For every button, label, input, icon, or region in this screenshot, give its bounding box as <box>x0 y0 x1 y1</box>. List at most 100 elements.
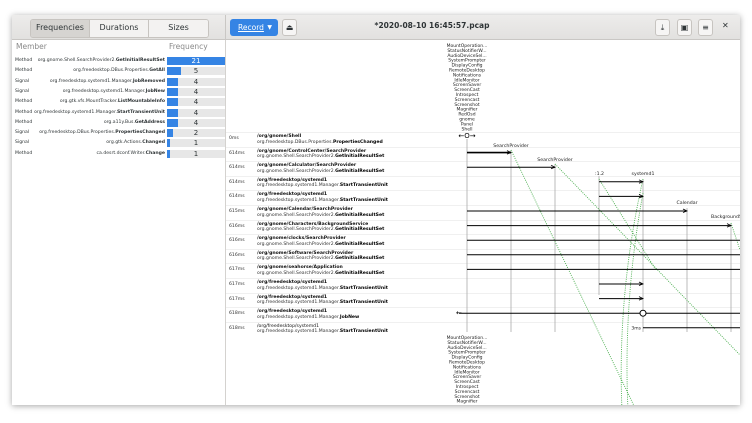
member-type: Method <box>15 109 33 115</box>
frequency-value: 4 <box>193 118 199 127</box>
frequency-bar <box>167 57 225 65</box>
tab-durations[interactable]: Durations <box>90 20 149 37</box>
export-button[interactable]: ⤓ <box>655 19 670 36</box>
open-button[interactable]: ⏏ <box>282 19 297 36</box>
message-time: 614ms <box>229 150 245 156</box>
member-type: Method <box>15 150 33 156</box>
message-member: org.gnome.Shell.SearchProvider2.GetIniti… <box>257 154 384 159</box>
message-member: org.gnome.Shell.SearchProvider2.GetIniti… <box>257 213 384 218</box>
shell-name-label: SystemPrompter <box>448 58 486 64</box>
message-row[interactable]: 0ms /org/gnome/Shell org.freedesktop.DBu… <box>226 132 740 147</box>
member-method: Change <box>145 150 165 156</box>
shell-name-label-bottom: SystemPrompter <box>448 350 486 356</box>
member-method: StartTransientUnit <box>117 109 165 115</box>
message-method: StartTransientUnit <box>339 197 388 203</box>
stats-row[interactable]: Signal org.gtk.Actions.Changed 1 <box>12 138 226 148</box>
message-row[interactable]: 617ms /org/gnome/seahorse/Application or… <box>226 263 740 278</box>
shell-name-label-bottom: DisplayConfig <box>451 355 482 361</box>
member-interface: ca.desrt.dconf.Writer. <box>96 150 146 156</box>
stats-row[interactable]: Method org.a11y.Bus.GetAddress 4 <box>12 118 226 128</box>
message-member: org.freedesktop.systemd1.Manager.StartTr… <box>257 329 388 334</box>
message-interface: org.gnome.Shell.SearchProvider2. <box>257 154 336 160</box>
tab-sizes[interactable]: Sizes <box>149 20 208 37</box>
window-title: *2020-08-10 16:45:57.pcap <box>374 21 490 30</box>
shell-name-label: MountOperation... <box>447 43 488 49</box>
stats-row[interactable]: Signal org.freedesktop.systemd1.Manager.… <box>12 87 226 97</box>
return-line <box>620 178 644 405</box>
shell-name-label-bottom: AudioDeviceSel... <box>447 345 486 351</box>
message-path: /org/freedesktop/systemd1 <box>257 280 328 285</box>
shell-name-label: gnome <box>459 118 475 123</box>
stats-row[interactable]: Method org.gtk.vfs.MountTracker.ListMoun… <box>12 97 226 107</box>
message-member: org.freedesktop.DBus.Properties.Properti… <box>257 140 383 145</box>
stats-row[interactable]: Method org.freedesktop.systemd1.Manager.… <box>12 108 226 118</box>
frequency-bar <box>167 129 173 138</box>
frequency-value: 1 <box>193 149 199 158</box>
message-row[interactable]: 616ms /org/gnome/clocks/SearchProvider o… <box>226 234 740 249</box>
stats-row[interactable]: Method org.freedesktop.DBus.Properties.G… <box>12 66 226 76</box>
message-path: /org/gnome/Calculator/SearchProvider <box>257 163 357 169</box>
message-method: GetInitialResultSet <box>335 168 385 174</box>
arrowhead-icon <box>726 223 732 228</box>
frequency-cell: 4 <box>167 87 225 96</box>
member-name: org.freedesktop.DBus.Properties.GetAll <box>73 68 165 73</box>
message-row[interactable]: 617ms /org/freedesktop/systemd1 org.free… <box>226 292 740 308</box>
message-row[interactable]: 617ms /org/freedesktop/systemd1 org.free… <box>226 278 740 293</box>
message-interface: org.gnome.Shell.SearchProvider2. <box>257 241 336 247</box>
member-name: ca.desrt.dconf.Writer.Change <box>97 151 165 156</box>
member-column-header[interactable]: Member <box>16 42 47 51</box>
shell-name-label: DisplayConfig <box>451 63 482 69</box>
member-type: Method <box>15 99 33 105</box>
member-type: Method <box>15 119 33 125</box>
save-button[interactable]: ▣ <box>677 19 692 36</box>
frequency-column-header[interactable]: Frequency <box>169 42 208 51</box>
frequency-cell: 5 <box>167 67 225 76</box>
message-method: GetInitialResultSet <box>335 270 385 276</box>
message-row[interactable]: 614ms /org/freedesktop/systemd1 org.free… <box>226 175 740 191</box>
message-row[interactable]: 618ms /org/freedesktop/systemd1 org.free… <box>226 307 740 322</box>
frequency-value: 4 <box>193 108 199 117</box>
stats-row[interactable]: Signal org.freedesktop.systemd1.Manager.… <box>12 77 226 87</box>
message-row[interactable]: 614ms /org/freedesktop/systemd1 org.free… <box>226 190 740 205</box>
diagram-pane: 0ms /org/gnome/Shell org.freedesktop.DBu… <box>226 40 740 405</box>
message-row[interactable]: 616ms /org/gnome/Software/SearchProvider… <box>226 248 740 264</box>
frequency-value: 2 <box>193 129 199 138</box>
member-type: Method <box>15 68 33 74</box>
stats-row[interactable]: Signal org.freedesktop.DBus.Properties.P… <box>12 128 226 138</box>
duration-label: 3ms <box>631 325 641 331</box>
message-row[interactable]: 618ms /org/freedesktop/systemd1 org.free… <box>226 321 740 337</box>
frequency-bar <box>167 149 170 158</box>
message-row[interactable]: 614ms /org/gnome/Calculator/SearchProvid… <box>226 161 740 176</box>
shell-name-label: Magnifier <box>456 107 477 113</box>
member-method: Changed <box>142 140 165 146</box>
shell-name-label: IdleMonitor <box>454 77 479 83</box>
record-button[interactable]: Record ▼ <box>230 19 278 36</box>
message-path: /org/freedesktop/systemd1 <box>257 177 328 183</box>
frequency-bar <box>167 67 181 76</box>
message-interface: org.gnome.Shell.SearchProvider2. <box>257 270 336 276</box>
message-row[interactable]: 616ms /org/gnome/Characters/BackgroundSe… <box>226 219 740 235</box>
message-row[interactable]: 614ms /org/gnome/ControlCenter/SearchPro… <box>226 146 740 162</box>
message-member: org.gnome.Shell.SearchProvider2.GetIniti… <box>257 256 384 261</box>
stats-row[interactable]: Method org.gnome.Shell.SearchProvider2.G… <box>12 56 226 66</box>
signal-emitter <box>639 309 647 317</box>
menu-button[interactable]: ≡ <box>698 19 713 36</box>
frequency-value: 5 <box>193 67 199 76</box>
shell-name-label-bottom: IdleMonitor <box>454 369 479 375</box>
tab-frequencies[interactable]: Frequencies <box>31 20 90 37</box>
frequency-cell: 21 <box>167 57 225 65</box>
message-time: 614ms <box>229 165 245 171</box>
message-time: 616ms <box>229 223 245 229</box>
lifeline-label: Calendar <box>676 200 697 206</box>
close-button[interactable]: ✕ <box>722 21 729 30</box>
message-interface: org.freedesktop.systemd1.Manager. <box>257 197 340 203</box>
shell-name-label-bottom: Screenshot <box>454 394 479 400</box>
frequency-bar <box>167 87 179 96</box>
frequency-cell: 4 <box>167 77 225 86</box>
stats-row[interactable]: Method ca.desrt.dconf.Writer.Change 1 <box>12 149 226 159</box>
message-row[interactable]: 615ms /org/gnome/Calendar/SearchProvider… <box>226 205 740 220</box>
member-method: GetInitialResultSet <box>115 58 165 63</box>
shell-name-label: Introspect <box>456 92 479 98</box>
shell-name-label: StatusNotifierW... <box>447 48 486 54</box>
member-name: org.gtk.vfs.MountTracker.ListMountableIn… <box>60 99 165 104</box>
